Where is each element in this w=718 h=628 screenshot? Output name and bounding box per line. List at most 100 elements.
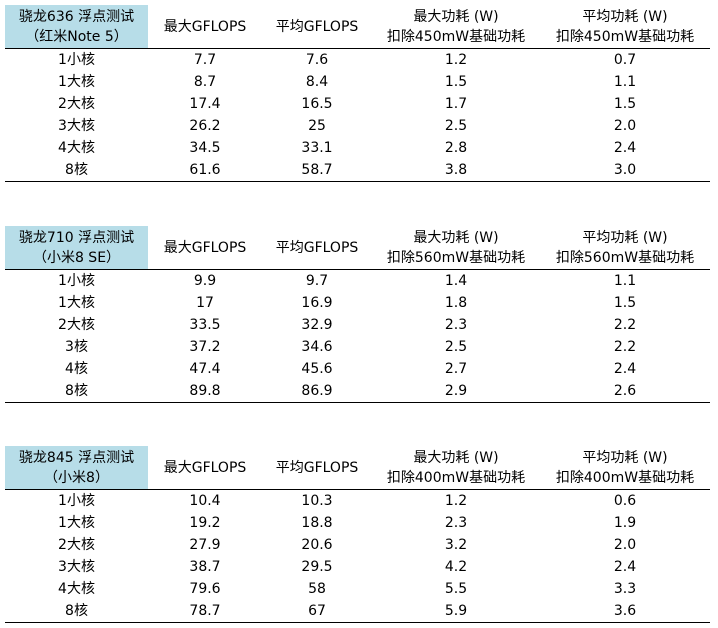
header-text: 最大功耗 (W) bbox=[413, 8, 499, 25]
value-cell: 9.9 bbox=[193, 273, 217, 289]
value-cell: 7.7 bbox=[193, 52, 217, 68]
value-cell: 27.9 bbox=[189, 537, 221, 553]
data-row: 3大核 38.7 29.5 4.2 2.4 bbox=[5, 556, 710, 578]
header-text: 平均GFLOPS bbox=[275, 459, 359, 476]
value-cell: 1.5 bbox=[613, 295, 637, 311]
header-text: 骁龙710 浮点测试 bbox=[18, 229, 135, 246]
value-cell: 38.7 bbox=[189, 559, 221, 575]
value-cell: 3.3 bbox=[613, 581, 637, 597]
value-cell: 2.5 bbox=[444, 118, 468, 134]
data-row: 4大核 79.6 58 5.5 3.3 bbox=[5, 578, 710, 600]
value-cell: 2.6 bbox=[540, 380, 710, 403]
header-cell: 最大GFLOPS bbox=[148, 5, 262, 49]
value-cell: 4.2 bbox=[444, 559, 468, 575]
header-cell: 骁龙845 浮点测试 （小米8） bbox=[5, 446, 148, 490]
value-cell: 16.5 bbox=[301, 96, 333, 112]
header-text: 平均功耗 (W) bbox=[582, 8, 668, 25]
header-text: 扣除560mW基础功耗 bbox=[555, 249, 695, 266]
value-cell: 18.8 bbox=[301, 515, 333, 531]
value-cell: 8.4 bbox=[305, 74, 329, 90]
value-cell: 10.3 bbox=[301, 493, 333, 509]
row-label: 3核 bbox=[65, 339, 88, 355]
value-cell: 47.4 bbox=[189, 361, 221, 377]
value-cell: 2.3 bbox=[444, 317, 468, 333]
value-cell: 1.9 bbox=[613, 515, 637, 531]
value-cell: 17 bbox=[196, 295, 214, 311]
value-cell: 67 bbox=[262, 600, 372, 623]
data-row: 4核 47.4 45.6 2.7 2.4 bbox=[5, 358, 710, 380]
header-text: 平均功耗 (W) bbox=[582, 449, 668, 466]
header-text: （小米8） bbox=[44, 469, 109, 486]
row-label: 1小核 bbox=[58, 273, 95, 289]
value-cell: 2.4 bbox=[613, 361, 637, 377]
data-row: 4大核 34.5 33.1 2.8 2.4 bbox=[5, 137, 710, 159]
header-text: （小米8 SE） bbox=[32, 249, 121, 266]
data-table: 骁龙636 浮点测试 （红米Note 5） 最大GFLOPS 平均GFLOPS 最大功耗… bbox=[5, 5, 710, 182]
data-row: 1小核 7.7 7.6 1.2 0.7 bbox=[5, 49, 710, 72]
value-cell: 1.5 bbox=[613, 96, 637, 112]
value-cell: 2.4 bbox=[613, 140, 637, 156]
value-cell: 45.6 bbox=[301, 361, 333, 377]
data-row: 8核 89.8 86.9 2.9 2.6 bbox=[5, 380, 710, 403]
data-row: 1小核 9.9 9.7 1.4 1.1 bbox=[5, 270, 710, 293]
row-label: 1大核 bbox=[58, 515, 95, 531]
row-label: 8核 bbox=[5, 380, 148, 403]
value-cell: 2.0 bbox=[613, 537, 637, 553]
value-cell: 89.8 bbox=[148, 380, 262, 403]
value-cell: 16.9 bbox=[301, 295, 333, 311]
data-row: 1大核 8.7 8.4 1.5 1.1 bbox=[5, 71, 710, 93]
row-label: 4大核 bbox=[58, 140, 95, 156]
row-label: 2大核 bbox=[58, 317, 95, 333]
header-cell: 最大GFLOPS bbox=[148, 226, 262, 270]
value-cell: 2.0 bbox=[613, 118, 637, 134]
row-label: 1小核 bbox=[58, 493, 95, 509]
value-cell: 8.7 bbox=[193, 74, 217, 90]
value-cell: 1.2 bbox=[444, 493, 468, 509]
value-cell: 7.6 bbox=[305, 52, 329, 68]
row-label: 8核 bbox=[5, 600, 148, 623]
value-cell: 0.7 bbox=[613, 52, 637, 68]
value-cell: 3.2 bbox=[444, 537, 468, 553]
value-cell: 2.9 bbox=[372, 380, 540, 403]
value-cell: 20.6 bbox=[301, 537, 333, 553]
header-cell: 平均功耗 (W) 扣除560mW基础功耗 bbox=[540, 226, 710, 270]
data-row: 2大核 27.9 20.6 3.2 2.0 bbox=[5, 534, 710, 556]
value-cell: 5.9 bbox=[372, 600, 540, 623]
row-label: 2大核 bbox=[58, 96, 95, 112]
header-row: 骁龙636 浮点测试 （红米Note 5） 最大GFLOPS 平均GFLOPS 最大功耗… bbox=[5, 5, 710, 49]
data-table: 骁龙845 浮点测试 （小米8） 最大GFLOPS 平均GFLOPS 最大功耗 (W) 扣… bbox=[5, 446, 710, 623]
value-cell: 61.6 bbox=[148, 159, 262, 182]
value-cell: 1.8 bbox=[444, 295, 468, 311]
header-cell: 平均GFLOPS bbox=[262, 446, 372, 490]
header-text: 骁龙636 浮点测试 bbox=[18, 8, 135, 25]
value-cell: 2.5 bbox=[444, 339, 468, 355]
header-cell: 最大GFLOPS bbox=[148, 446, 262, 490]
row-label: 2大核 bbox=[58, 537, 95, 553]
header-cell: 平均功耗 (W) 扣除400mW基础功耗 bbox=[540, 446, 710, 490]
value-cell: 58.7 bbox=[262, 159, 372, 182]
value-cell: 19.2 bbox=[189, 515, 221, 531]
value-cell: 2.8 bbox=[444, 140, 468, 156]
data-row: 2大核 17.4 16.5 1.7 1.5 bbox=[5, 93, 710, 115]
header-cell: 平均功耗 (W) 扣除450mW基础功耗 bbox=[540, 5, 710, 49]
header-cell: 最大功耗 (W) 扣除450mW基础功耗 bbox=[372, 5, 540, 49]
value-cell: 37.2 bbox=[189, 339, 221, 355]
row-label: 4核 bbox=[65, 361, 88, 377]
header-text: 扣除450mW基础功耗 bbox=[386, 28, 526, 45]
header-cell: 平均GFLOPS bbox=[262, 226, 372, 270]
row-label: 1小核 bbox=[58, 52, 95, 68]
value-cell: 1.7 bbox=[444, 96, 468, 112]
data-row: 3大核 26.2 25 2.5 2.0 bbox=[5, 115, 710, 137]
value-cell: 17.4 bbox=[189, 96, 221, 112]
value-cell: 3.8 bbox=[372, 159, 540, 182]
header-text: 最大GFLOPS bbox=[163, 459, 247, 476]
value-cell: 1.1 bbox=[613, 273, 637, 289]
value-cell: 58 bbox=[308, 581, 326, 597]
value-cell: 5.5 bbox=[444, 581, 468, 597]
value-cell: 2.4 bbox=[613, 559, 637, 575]
value-cell: 1.4 bbox=[444, 273, 468, 289]
header-text: 最大GFLOPS bbox=[163, 18, 247, 35]
value-cell: 0.6 bbox=[613, 493, 637, 509]
header-row: 骁龙845 浮点测试 （小米8） 最大GFLOPS 平均GFLOPS 最大功耗 (W) 扣… bbox=[5, 446, 710, 490]
value-cell: 86.9 bbox=[262, 380, 372, 403]
